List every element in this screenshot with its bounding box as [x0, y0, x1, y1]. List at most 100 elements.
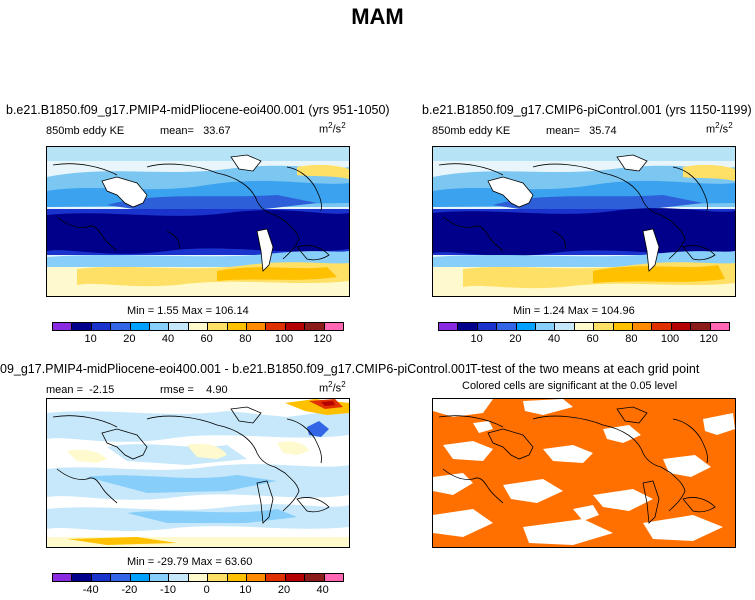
panel3-mean-value: -2.15 [89, 384, 115, 396]
colorbar-tick-label: 10 [470, 333, 483, 345]
panel3-units: m2/s2 [319, 380, 346, 395]
colorbar-tick-label: 60 [586, 333, 599, 345]
panel1-units: m2/s2 [319, 121, 346, 136]
colorbar-tick-label: 40 [547, 333, 561, 345]
colorbar-swatch [266, 574, 286, 581]
colorbar-tick-label: 40 [161, 333, 175, 345]
panel2-mean-label: mean= [546, 125, 580, 137]
colorbar-swatch [72, 574, 92, 581]
panel2-colorbar [438, 322, 730, 331]
colorbar-swatch [130, 574, 151, 581]
colorbar-swatch [130, 323, 151, 330]
colorbar-tick-label: 20 [123, 333, 136, 345]
colorbar-swatch [72, 323, 92, 330]
panel2-units: m2/s2 [706, 121, 733, 136]
panel4-subtitle: Colored cells are significant at the 0.0… [462, 380, 678, 392]
panel3-map-svg [47, 399, 349, 547]
colorbar-tick-label: -10 [160, 584, 176, 596]
colorbar-swatch [324, 323, 344, 330]
colorbar-tick-label: 100 [274, 333, 294, 345]
colorbar-swatch [516, 323, 537, 330]
colorbar-tick-label: -20 [121, 584, 138, 596]
panel1-mean-value: 33.67 [203, 125, 231, 137]
panel2-map [432, 146, 736, 297]
panel1-mean: mean= 33.67 [160, 125, 231, 137]
colorbar-swatch [91, 574, 112, 581]
colorbar-tick-label: 40 [316, 584, 329, 596]
colorbar-swatch [691, 323, 711, 330]
colorbar-swatch [477, 323, 498, 330]
colorbar-tick-label: 60 [200, 333, 213, 345]
colorbar-swatch [439, 323, 459, 330]
colorbar-swatch [497, 323, 517, 330]
panel1-minmax: Min = 1.55 Max = 106.14 [127, 305, 249, 317]
colorbar-swatch [594, 323, 614, 330]
panel2-variable: 850mb eddy KE [432, 125, 511, 137]
colorbar-swatch [247, 323, 267, 330]
panel3-colorbar [52, 573, 344, 582]
colorbar-swatch [652, 323, 672, 330]
colorbar-swatch [613, 323, 634, 330]
colorbar-tick-label: 80 [625, 333, 638, 345]
colorbar-tick-label: 20 [277, 584, 291, 596]
colorbar-tick-label: 0 [203, 584, 210, 596]
colorbar-swatch [53, 574, 73, 581]
colorbar-tick-label: 20 [509, 333, 522, 345]
colorbar-tick-label: 10 [84, 333, 97, 345]
colorbar-swatch [285, 323, 306, 330]
colorbar-swatch [633, 323, 653, 330]
colorbar-swatch [710, 323, 730, 330]
colorbar-swatch [227, 323, 248, 330]
colorbar-swatch [188, 574, 209, 581]
colorbar-swatch [188, 323, 209, 330]
figure-title: MAM [351, 4, 404, 29]
colorbar-swatch [91, 323, 112, 330]
panel4-title: T-test of the two means at each grid poi… [470, 362, 700, 376]
colorbar-swatch [266, 323, 286, 330]
panel1-title: b.e21.B1850.f09_g17.PMIP4-midPliocene-eo… [6, 103, 390, 117]
colorbar-swatch [169, 574, 189, 581]
panel3-rmse: rmse = 4.90 [160, 384, 228, 396]
colorbar-swatch [555, 323, 575, 330]
panel3-map [46, 398, 350, 548]
colorbar-swatch [324, 574, 344, 581]
panel4-map-svg [433, 399, 735, 547]
panel3-mean: mean = -2.15 [46, 384, 114, 396]
colorbar-swatch [285, 574, 306, 581]
panel3-mean-label: mean = [46, 384, 83, 396]
panel3-title: 09_g17.PMIP4-midPliocene-eoi400.001 - b.… [0, 362, 470, 376]
colorbar-swatch [208, 574, 228, 581]
colorbar-swatch [227, 574, 248, 581]
panel2-minmax: Min = 1.24 Max = 104.96 [513, 305, 635, 317]
panel1-variable: 850mb eddy KE [46, 125, 125, 137]
colorbar-swatch [53, 323, 73, 330]
colorbar-swatch [671, 323, 692, 330]
panel1-map [46, 146, 350, 297]
panel1-mean-label: mean= [160, 125, 194, 137]
colorbar-swatch [208, 323, 228, 330]
colorbar-tick-label: 10 [239, 584, 252, 596]
colorbar-tick-label: 80 [239, 333, 252, 345]
panel2-title: b.e21.B1850.f09_g17.CMIP6-piControl.001 … [422, 103, 752, 117]
colorbar-swatch [111, 323, 131, 330]
panel3-rmse-label: rmse = [160, 384, 194, 396]
colorbar-tick-label: 100 [660, 333, 680, 345]
panel3-rmse-value: 4.90 [206, 384, 228, 396]
colorbar-swatch [111, 574, 131, 581]
colorbar-swatch [247, 574, 267, 581]
panel3-minmax: Min = -29.79 Max = 63.60 [127, 556, 253, 568]
panel2-mean-value: 35.74 [589, 125, 617, 137]
panel1-colorbar [52, 322, 344, 331]
colorbar-swatch [536, 323, 556, 330]
colorbar-tick-label: 120 [313, 333, 332, 345]
colorbar-swatch [458, 323, 478, 330]
colorbar-swatch [305, 323, 325, 330]
colorbar-swatch [150, 574, 170, 581]
colorbar-tick-label: -40 [82, 584, 99, 596]
panel2-map-svg [433, 147, 735, 296]
colorbar-swatch [305, 574, 325, 581]
colorbar-tick-label: 120 [699, 333, 718, 345]
colorbar-swatch [150, 323, 170, 330]
colorbar-swatch [574, 323, 595, 330]
panel1-map-svg [47, 147, 349, 296]
